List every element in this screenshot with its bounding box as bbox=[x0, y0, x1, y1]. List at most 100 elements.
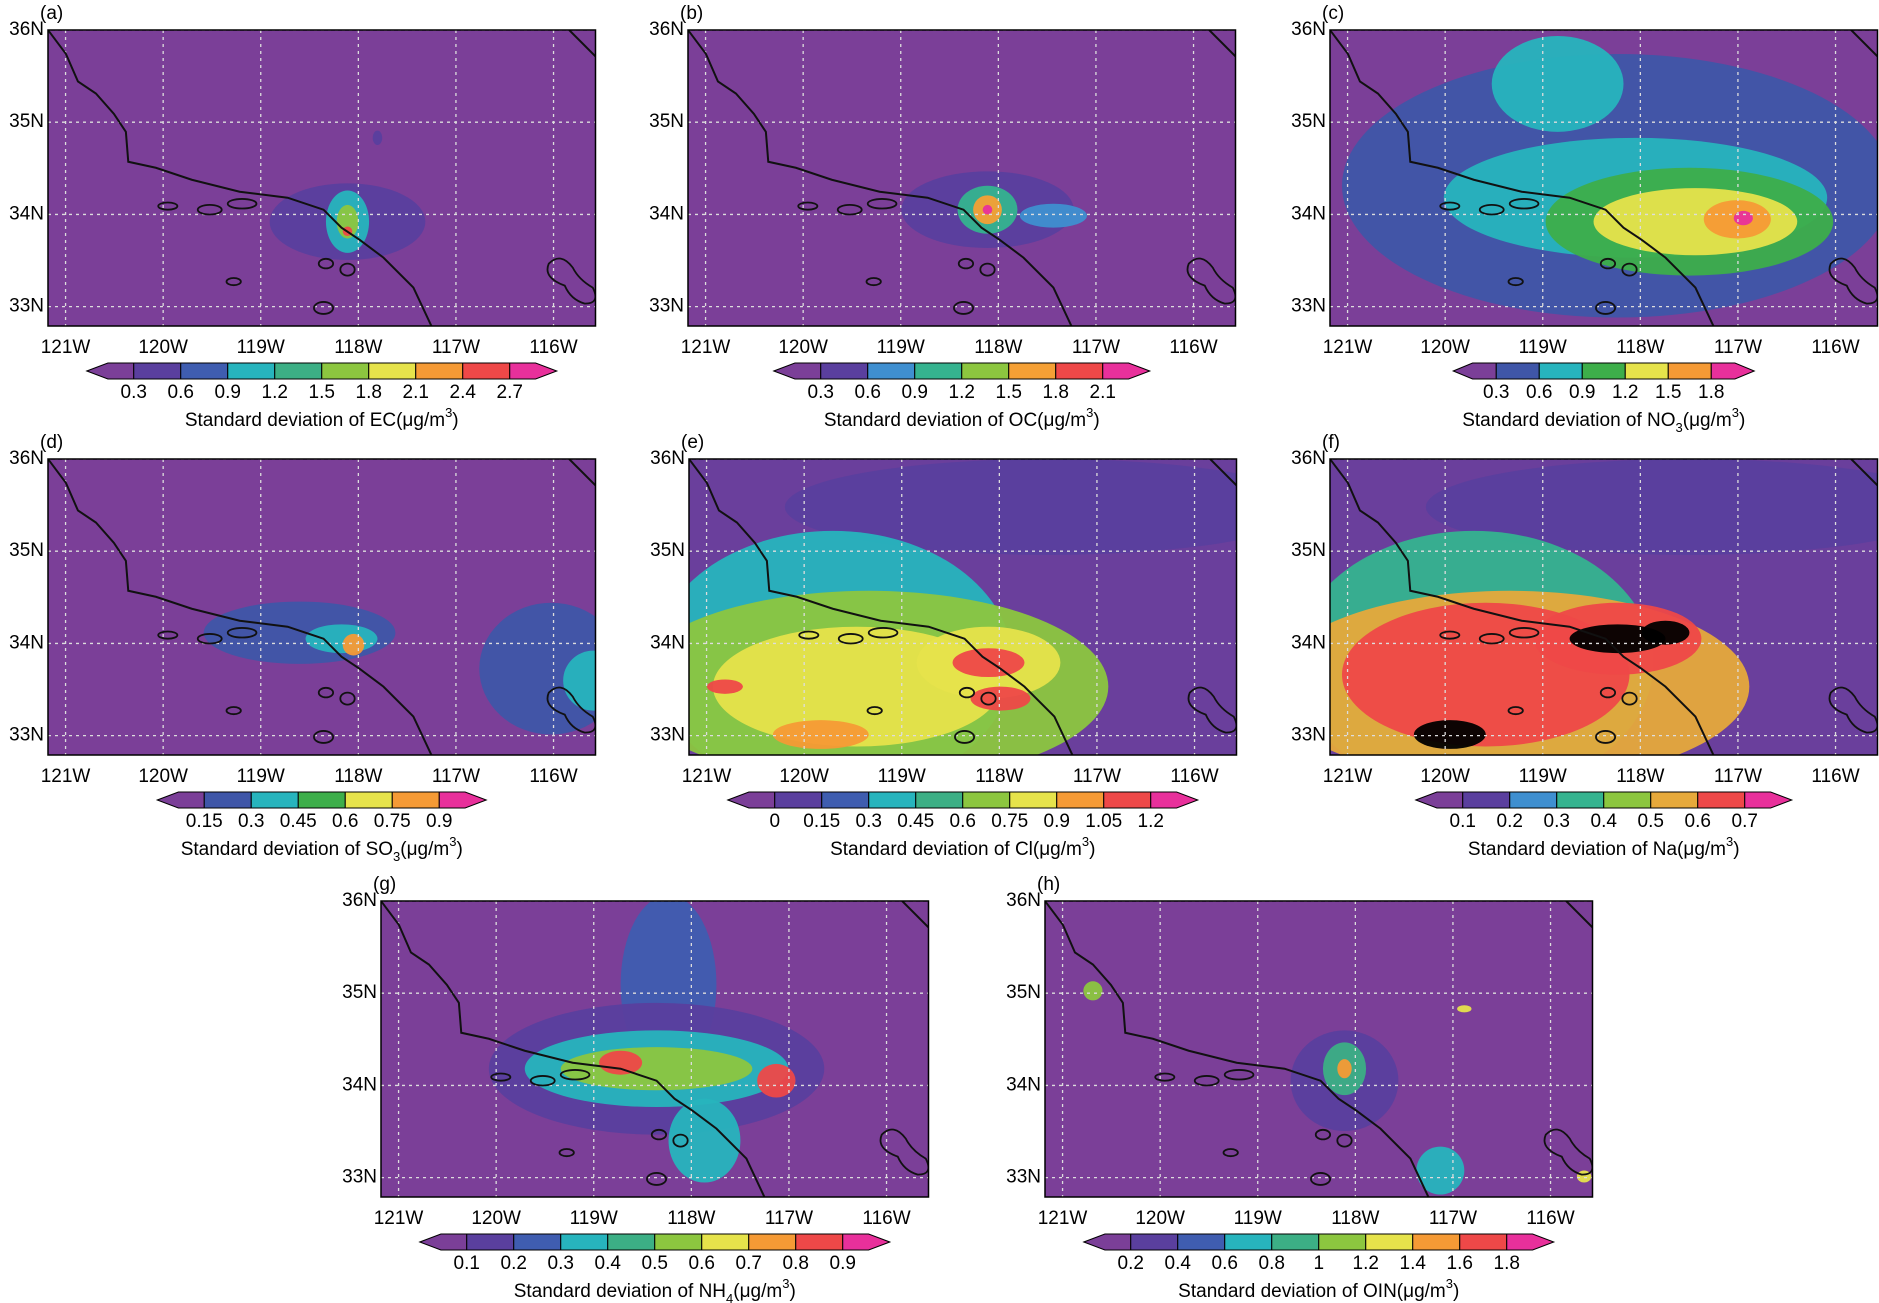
colorbar-tick-label: 1.8 bbox=[1494, 1253, 1520, 1274]
colorbar-tick-label: 0.6 bbox=[1526, 382, 1552, 403]
lon-tick-label: 120W bbox=[779, 766, 829, 787]
border bbox=[1209, 459, 1237, 487]
map-frame bbox=[688, 458, 1238, 756]
field-blob bbox=[706, 679, 743, 694]
title-part: 3 bbox=[449, 834, 456, 849]
island bbox=[196, 204, 223, 216]
colorbar-segment bbox=[1009, 791, 1058, 809]
title-part: 3 bbox=[445, 405, 452, 420]
island bbox=[865, 277, 882, 287]
title-part: ) bbox=[1453, 1281, 1459, 1302]
lon-tick-label: 117W bbox=[1072, 337, 1120, 358]
colorbar-tick-label: 2.7 bbox=[497, 382, 523, 403]
colorbar-segment bbox=[415, 362, 464, 380]
panel-label: (h) bbox=[1037, 874, 1060, 895]
colorbar-segment bbox=[1710, 362, 1756, 380]
field-blob bbox=[1491, 35, 1624, 132]
border bbox=[568, 30, 596, 58]
colorbar-title: Standard deviation of OC(μg/m3) bbox=[824, 405, 1100, 431]
lon-tick-label: 121W bbox=[1323, 766, 1373, 787]
colorbar-segment bbox=[344, 791, 393, 809]
field-blob bbox=[560, 1047, 753, 1091]
island bbox=[339, 262, 356, 277]
colorbar-tick-label: 0.6 bbox=[1685, 811, 1711, 832]
island bbox=[866, 198, 898, 210]
colorbar-tick-label: 0.7 bbox=[736, 1253, 762, 1274]
lat-tick-label: 35N bbox=[649, 111, 684, 132]
field-blob bbox=[305, 624, 378, 654]
colorbar-segment bbox=[391, 791, 440, 809]
colorbar-segment bbox=[513, 1233, 562, 1251]
panel-label: (a) bbox=[40, 3, 63, 24]
lon-tick-label: 121W bbox=[374, 1208, 424, 1229]
panel-label: (d) bbox=[40, 432, 63, 453]
lon-tick-label: 120W bbox=[1420, 766, 1470, 787]
colorbar-segment bbox=[180, 362, 229, 380]
title-part: Standard deviation of NO bbox=[1462, 410, 1675, 431]
colorbar-tick-label: 0.15 bbox=[803, 811, 840, 832]
panel-label: (c) bbox=[1322, 3, 1344, 24]
colorbar-segment bbox=[820, 362, 869, 380]
field-blob bbox=[479, 602, 596, 735]
island bbox=[1222, 1148, 1239, 1158]
title-part: 3 bbox=[1446, 1276, 1453, 1291]
lon-tick-label: 118W bbox=[334, 337, 382, 358]
island bbox=[1508, 198, 1540, 210]
title-part: Standard deviation of OIN(μg/m bbox=[1178, 1281, 1446, 1302]
lon-tick-label: 116W bbox=[1811, 766, 1859, 787]
colorbar-tick-label: 1 bbox=[1313, 1253, 1324, 1274]
lon-tick-label: 117W bbox=[1073, 766, 1121, 787]
colorbar-segment bbox=[1506, 1233, 1556, 1251]
island bbox=[559, 1069, 591, 1081]
colorbar-tick-label: 0.6 bbox=[168, 382, 194, 403]
lon-tick-label: 118W bbox=[975, 766, 1023, 787]
island bbox=[1223, 1069, 1255, 1081]
colorbar-segment bbox=[1603, 791, 1652, 809]
colorbar-segment bbox=[961, 362, 1010, 380]
colorbar-segment bbox=[155, 791, 205, 809]
island bbox=[1336, 1133, 1353, 1148]
lon-tick-label: 117W bbox=[432, 337, 480, 358]
lon-tick-label: 117W bbox=[765, 1208, 813, 1229]
colorbar-tick-label: 0.8 bbox=[1259, 1253, 1285, 1274]
island bbox=[339, 691, 356, 706]
colorbar-tick-label: 0.3 bbox=[856, 811, 882, 832]
field-blob bbox=[563, 650, 596, 711]
lat-tick-label: 36N bbox=[9, 448, 44, 469]
title-part: ) bbox=[1093, 410, 1099, 431]
lat-tick-label: 35N bbox=[1291, 111, 1326, 132]
island bbox=[226, 198, 258, 210]
colorbar-tick-label: 1.6 bbox=[1447, 1253, 1473, 1274]
field-blob bbox=[668, 1098, 741, 1183]
title-part: 3 bbox=[1732, 405, 1739, 420]
lat-tick-label: 33N bbox=[1291, 296, 1326, 317]
lat-tick-label: 33N bbox=[650, 725, 685, 746]
field-blob bbox=[1425, 459, 1878, 555]
colorbar-tick-label: 0.6 bbox=[689, 1253, 715, 1274]
coastline bbox=[381, 901, 766, 1197]
island bbox=[1478, 633, 1505, 645]
colorbar-tick-label: 0.6 bbox=[855, 382, 881, 403]
colorbar-segment bbox=[1538, 362, 1583, 380]
colorbar-segment bbox=[1667, 362, 1712, 380]
field-blob bbox=[342, 633, 365, 656]
colorbar-tick-label: 1.8 bbox=[1043, 382, 1069, 403]
colorbar-segment bbox=[1082, 1233, 1132, 1251]
colorbar-tick-label: 0.9 bbox=[1044, 811, 1070, 832]
title-part: ) bbox=[1733, 839, 1739, 860]
colorbar-segment bbox=[274, 362, 323, 380]
map-frame bbox=[380, 900, 930, 1198]
island bbox=[1595, 730, 1617, 744]
lat-tick-label: 34N bbox=[1291, 203, 1326, 224]
colorbar-tick-label: 0.5 bbox=[642, 1253, 668, 1274]
colorbar-tick-label: 0.75 bbox=[374, 811, 411, 832]
colorbar-tick-label: 0.75 bbox=[991, 811, 1028, 832]
colorbar-segment bbox=[1697, 791, 1746, 809]
colorbar-segment bbox=[133, 362, 182, 380]
lon-tick-label: 119W bbox=[1519, 766, 1567, 787]
island bbox=[979, 262, 996, 277]
colorbar-segment bbox=[1451, 362, 1497, 380]
colorbar-title: Standard deviation of Cl(μg/m3) bbox=[830, 834, 1095, 860]
lat-tick-label: 36N bbox=[9, 19, 44, 40]
colorbar-tick-label: 1.05 bbox=[1085, 811, 1122, 832]
